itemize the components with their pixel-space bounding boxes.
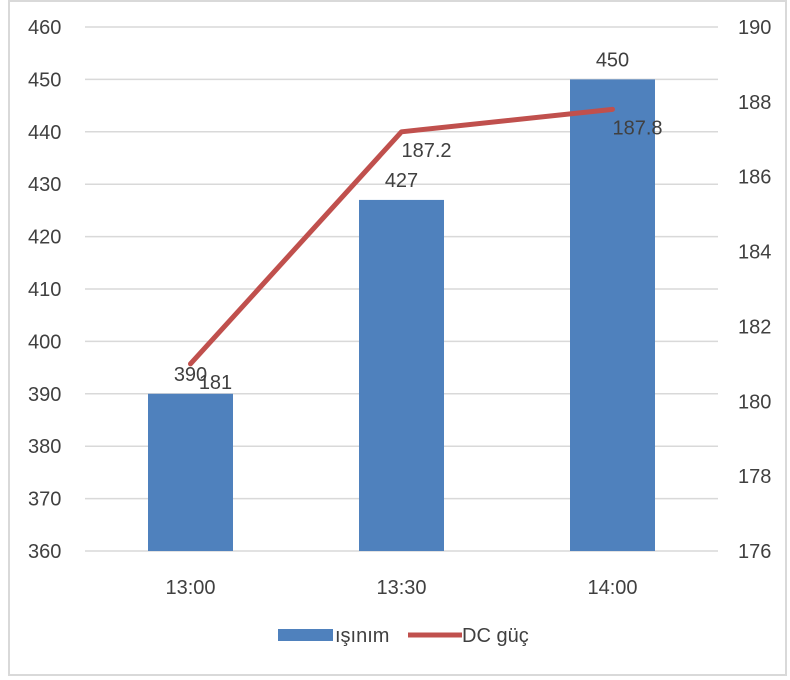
- x-tick-label: 13:30: [376, 577, 426, 599]
- bar: [570, 79, 655, 552]
- left-tick-label: 410: [28, 279, 61, 301]
- bar: [359, 199, 444, 552]
- legend-swatch-bar: [278, 629, 333, 641]
- legend-label-bar: ışınım: [335, 625, 389, 647]
- right-tick-label: 186: [738, 167, 771, 189]
- left-tick-label: 440: [28, 122, 61, 144]
- bar-data-label: 450: [596, 49, 629, 71]
- right-tick-label: 188: [738, 92, 771, 114]
- right-tick-label: 176: [738, 541, 771, 563]
- dc-power-line: [188, 106, 615, 367]
- data-labels: 390 427 450 181 187.2 187.8: [174, 49, 663, 393]
- line-data-label: 187.8: [612, 117, 662, 139]
- right-axis-ticks: 176 178 180 182 184 186 188 190: [738, 17, 771, 563]
- left-tick-label: 370: [28, 489, 61, 511]
- bar-data-label: 427: [385, 170, 418, 192]
- right-tick-label: 182: [738, 316, 771, 338]
- x-tick-label: 14:00: [587, 577, 637, 599]
- right-tick-label: 180: [738, 391, 771, 413]
- left-tick-label: 420: [28, 227, 61, 249]
- line-data-label: 187.2: [401, 140, 451, 162]
- left-tick-label: 460: [28, 17, 61, 39]
- bar-series: [148, 79, 655, 552]
- line-series: [188, 106, 615, 367]
- left-tick-label: 450: [28, 69, 61, 91]
- x-axis-ticks: 13:00 13:30 14:00: [165, 577, 637, 599]
- left-tick-label: 380: [28, 436, 61, 458]
- bar-data-label: 390: [174, 364, 207, 386]
- left-tick-label: 400: [28, 331, 61, 353]
- legend-label-line: DC güç: [462, 625, 529, 647]
- left-axis-ticks: 360 370 380 390 400 410 420 430 440 450 460: [28, 17, 61, 563]
- right-tick-label: 178: [738, 466, 771, 488]
- legend: ışınım DC güç: [278, 625, 529, 647]
- left-tick-label: 430: [28, 174, 61, 196]
- right-tick-label: 184: [738, 242, 771, 264]
- left-tick-label: 360: [28, 541, 61, 563]
- left-tick-label: 390: [28, 384, 61, 406]
- bar: [148, 393, 233, 551]
- line-data-label: 181: [199, 372, 232, 394]
- right-tick-label: 190: [738, 17, 771, 39]
- x-tick-label: 13:00: [165, 577, 215, 599]
